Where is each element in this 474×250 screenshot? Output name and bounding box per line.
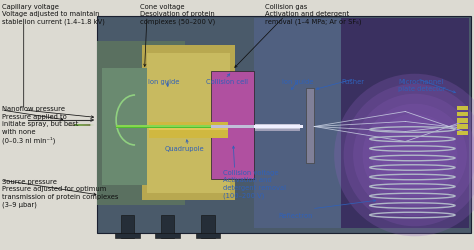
Text: Microchannel
plate detector: Microchannel plate detector [398,79,446,92]
Ellipse shape [372,114,457,196]
Bar [341,18,469,228]
Bar [457,118,468,122]
Text: Reflectron: Reflectron [279,213,313,219]
Text: Collision cell: Collision cell [206,79,248,85]
Bar [196,233,220,237]
Bar [115,233,140,237]
Text: Collision voltage
Activation and
detergent removal
(100–200 V): Collision voltage Activation and deterge… [223,170,286,199]
Text: Ion guide: Ion guide [282,79,313,85]
Bar [255,124,300,131]
Bar [97,41,185,205]
Bar [161,215,174,238]
Bar [155,233,180,237]
Text: Collision gas
Activation and detergent
removal (1–4 MPa; Ar or SF₆): Collision gas Activation and detergent r… [265,4,362,25]
Text: Quadrupole: Quadrupole [165,146,205,152]
Text: Cone voltage
Desolvation of protein
complexes (50–200 V): Cone voltage Desolvation of protein comp… [140,4,215,25]
Bar [457,124,468,129]
Text: Capillary voltage
Voltage adjusted to maintain
stable ion current (1.4–1.8 kV): Capillary voltage Voltage adjusted to ma… [2,4,105,25]
Bar [97,16,471,232]
Text: Ion guide: Ion guide [148,79,179,85]
Bar [116,125,211,128]
Bar [116,125,211,126]
Text: Source pressure
Pressure adjusted for optimum
transmission of protein complexes
: Source pressure Pressure adjusted for op… [2,179,118,208]
Bar [147,52,230,192]
Bar [102,68,175,185]
Bar [457,106,468,110]
Text: Nanoflow pressure
Pressure applied to
initiate spray, but best
with none
(0–0.3 : Nanoflow pressure Pressure applied to in… [2,106,78,144]
Bar [201,215,215,238]
Bar [149,126,228,130]
Bar [254,125,303,128]
Polygon shape [74,124,95,126]
Bar [142,45,235,200]
Ellipse shape [382,124,448,186]
Text: Pusher: Pusher [341,79,365,85]
Bar [457,130,468,135]
Bar [255,129,300,131]
Polygon shape [68,124,90,126]
Ellipse shape [334,74,474,236]
Bar [121,215,134,238]
Bar [211,71,254,179]
Ellipse shape [363,104,467,206]
Bar [254,18,382,228]
Bar [149,122,228,138]
Bar [211,125,254,128]
Bar [306,88,314,162]
Ellipse shape [353,94,474,216]
Ellipse shape [344,84,474,226]
Bar [457,112,468,116]
